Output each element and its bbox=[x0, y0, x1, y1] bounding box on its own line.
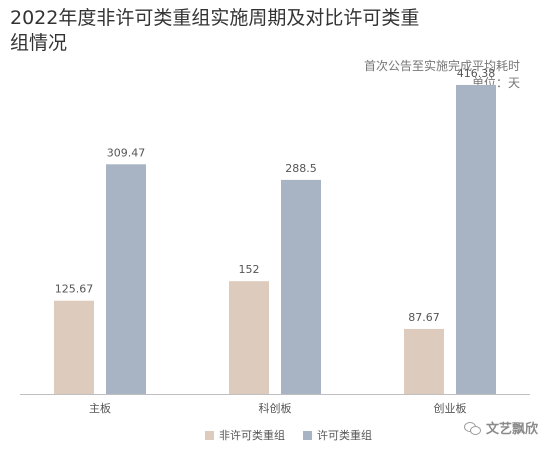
x-tick-label: 主板 bbox=[89, 401, 111, 415]
chart-subtitle: 首次公告至实施完成平均耗时 bbox=[363, 59, 520, 73]
x-tick-label: 创业板 bbox=[434, 401, 467, 415]
legend: 非许可类重组 许可类重组 bbox=[205, 427, 372, 443]
legend-swatch bbox=[303, 430, 312, 440]
bar-non-license-0 bbox=[54, 300, 94, 394]
data-label: 416.38 bbox=[457, 67, 496, 80]
chart-title: 2022年度非许可类重组实施周期及对比许可类重组情况 bbox=[10, 7, 420, 54]
legend-item-license: 许可类重组 bbox=[303, 427, 372, 443]
watermark: 文艺飘欣 bbox=[463, 418, 538, 437]
data-label: 125.67 bbox=[55, 283, 94, 296]
legend-swatch bbox=[205, 430, 214, 440]
bar-license-0 bbox=[106, 164, 146, 394]
data-label: 288.5 bbox=[285, 162, 317, 175]
legend-label: 非许可类重组 bbox=[219, 429, 285, 442]
legend-label: 许可类重组 bbox=[317, 429, 372, 442]
bar-license-2 bbox=[456, 84, 496, 394]
bar-non-license-2 bbox=[404, 328, 444, 394]
x-tick-label: 科创板 bbox=[259, 401, 292, 415]
data-label: 309.47 bbox=[107, 146, 146, 159]
data-label: 152 bbox=[239, 263, 260, 276]
bar-non-license-1 bbox=[229, 281, 269, 394]
data-label: 87.67 bbox=[408, 311, 440, 324]
legend-item-non-license: 非许可类重组 bbox=[205, 427, 285, 443]
wechat-icon bbox=[463, 421, 482, 435]
bar-license-1 bbox=[281, 179, 321, 394]
watermark-text: 文艺飘欣 bbox=[485, 422, 538, 437]
